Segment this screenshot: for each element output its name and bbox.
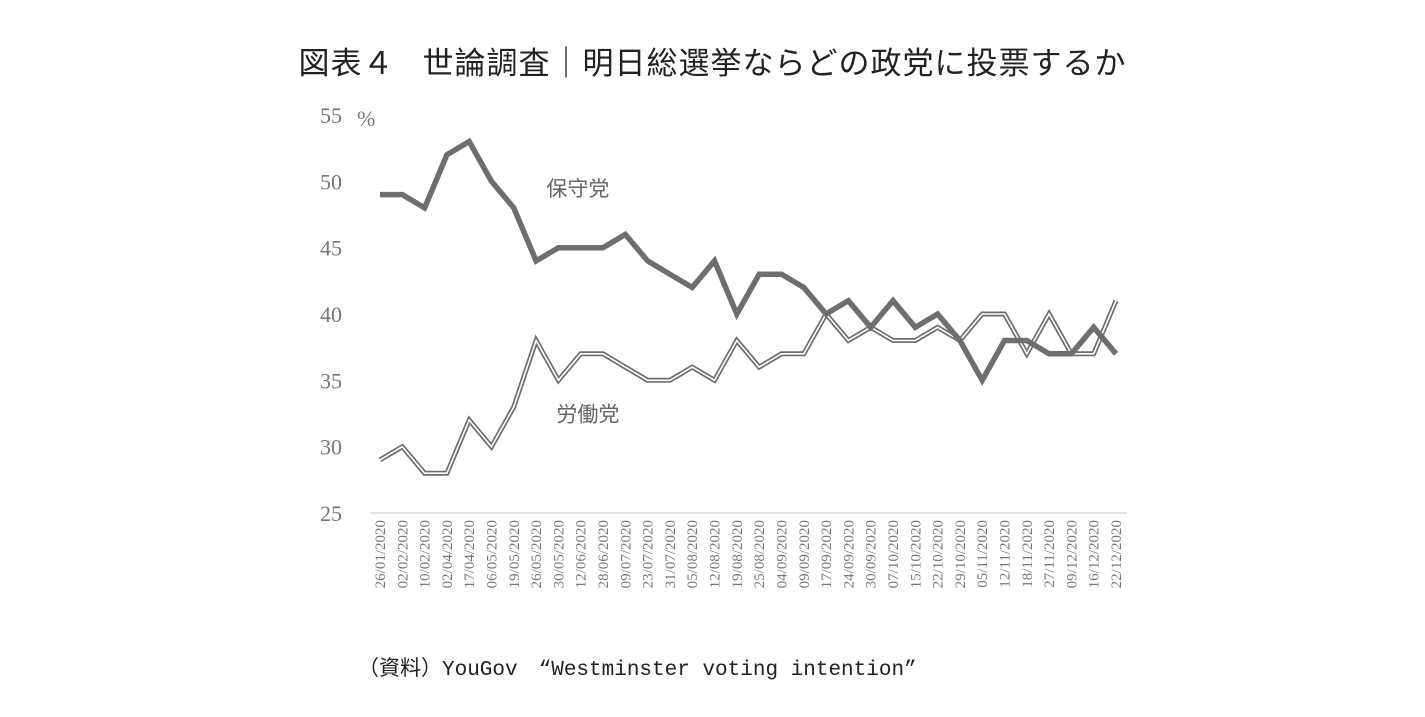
conservative-label: 保守党 [546, 177, 609, 201]
y-unit-label: % [357, 106, 375, 131]
x-tick-label: 15/10/2020 [908, 520, 924, 588]
x-tick-label: 24/09/2020 [841, 520, 857, 588]
x-tick-label: 25/08/2020 [752, 520, 768, 588]
labour-series-inner [379, 300, 1117, 475]
source-note: （資料）YouGov “Westminster voting intention… [358, 659, 917, 682]
y-tick-label: 25 [320, 501, 342, 526]
x-tick-label: 19/05/2020 [507, 520, 523, 588]
labour-label: 労働党 [556, 403, 619, 427]
x-tick-label: 17/09/2020 [819, 520, 835, 588]
y-axis: 25 30 35 40 45 50 55% [320, 103, 375, 526]
x-tick-label: 07/10/2020 [886, 520, 902, 588]
x-tick-label: 17/04/2020 [462, 520, 478, 588]
y-tick-label: 55 [320, 103, 342, 128]
x-tick-label: 06/05/2020 [485, 520, 501, 588]
x-tick-label: 19/08/2020 [730, 520, 746, 588]
x-tick-label: 29/10/2020 [953, 520, 969, 588]
x-tick-label: 22/10/2020 [931, 520, 947, 588]
chart-title: 図表４ 世論調査｜明日総選挙ならどの政党に投票するか [0, 38, 1425, 83]
conservative-series-line [380, 137, 1119, 386]
x-tick-label: 27/11/2020 [1042, 520, 1058, 588]
title-text: 世論調査｜明日総選挙ならどの政党に投票するか [422, 46, 1127, 82]
x-tick-label: 02/02/2020 [395, 520, 411, 588]
x-tick-label: 09/07/2020 [618, 520, 634, 588]
y-tick-label: 50 [320, 169, 342, 194]
x-tick-label: 30/09/2020 [864, 520, 880, 588]
plot-area [378, 137, 1119, 476]
y-tick-label: 40 [320, 302, 342, 327]
y-tick-label: 35 [320, 368, 342, 393]
x-tick-label: 30/05/2020 [551, 520, 567, 588]
y-tick-label: 30 [320, 435, 342, 460]
x-tick-label: 22/12/2020 [1109, 520, 1125, 588]
x-tick-label: 04/09/2020 [774, 520, 790, 588]
labour-series-line [378, 299, 1119, 476]
figure-number: 図表４ [298, 46, 395, 82]
x-tick-label: 16/12/2020 [1087, 520, 1103, 588]
x-tick-label: 23/07/2020 [641, 520, 657, 588]
y-tick-label: 45 [320, 236, 342, 261]
x-tick-label: 28/06/2020 [596, 520, 612, 588]
x-tick-label: 12/11/2020 [997, 520, 1013, 588]
x-tick-label: 12/06/2020 [574, 520, 590, 588]
x-tick-label: 05/11/2020 [975, 520, 991, 588]
x-axis: 26/01/2020 02/02/2020 10/02/2020 02/04/2020… [373, 520, 1125, 588]
x-tick-label: 09/09/2020 [797, 520, 813, 588]
x-tick-label: 10/02/2020 [418, 520, 434, 588]
x-tick-label: 05/08/2020 [685, 520, 701, 588]
x-tick-label: 26/05/2020 [529, 520, 545, 588]
x-tick-label: 02/04/2020 [440, 520, 456, 588]
x-tick-label: 26/01/2020 [373, 520, 389, 588]
x-tick-label: 18/11/2020 [1020, 520, 1036, 588]
x-tick-label: 09/12/2020 [1064, 520, 1080, 588]
x-tick-label: 31/07/2020 [663, 520, 679, 588]
x-tick-label: 12/08/2020 [708, 520, 724, 588]
